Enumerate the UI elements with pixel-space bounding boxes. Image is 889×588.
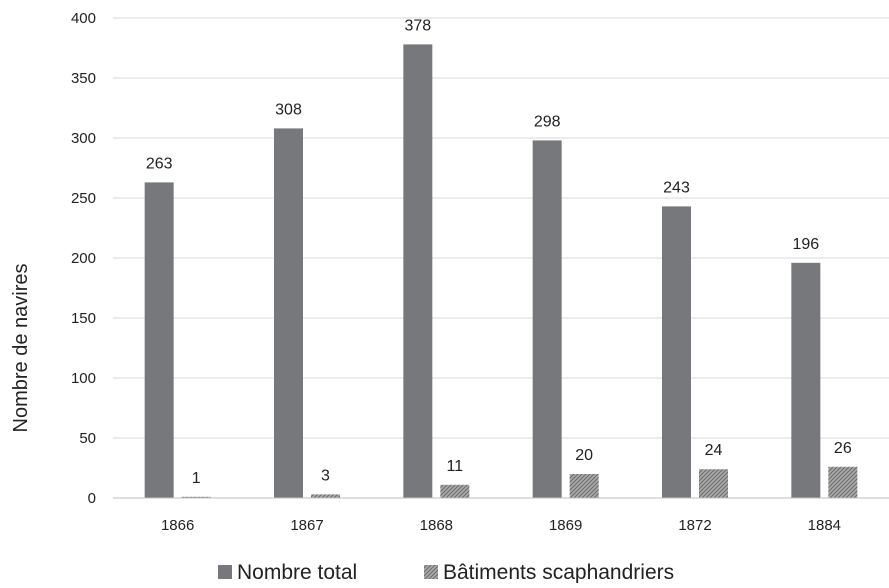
- y-tick-label: 300: [71, 130, 96, 147]
- x-tick-label: 1872: [678, 517, 711, 534]
- y-tick-label: 150: [71, 310, 96, 327]
- bar-nombre-total: [662, 206, 691, 498]
- data-label: 24: [705, 442, 723, 459]
- x-tick-label: 1866: [161, 517, 194, 534]
- bar-batiments-scaphandriers: [181, 496, 211, 498]
- data-label: 308: [275, 101, 302, 118]
- y-tick-label: 50: [79, 430, 96, 447]
- data-label: 196: [792, 236, 819, 253]
- data-label: 243: [663, 179, 690, 196]
- data-label: 1: [192, 470, 201, 487]
- bar-nombre-total: [791, 262, 821, 498]
- data-label: 26: [834, 440, 852, 457]
- bar-batiments-scaphandriers: [828, 466, 858, 498]
- legend-swatch: [218, 565, 232, 579]
- y-tick-label: 250: [71, 190, 96, 207]
- legend-swatch: [424, 565, 438, 579]
- gridlines: [113, 17, 889, 439]
- x-tick-label: 1868: [420, 517, 453, 534]
- x-axis-ticks: 1866 1867 1868 1869 1872 1884: [161, 517, 841, 534]
- legend-label: Bâtiments scaphandriers: [443, 561, 674, 583]
- y-tick-label: 350: [71, 70, 96, 87]
- data-label: 11: [447, 458, 464, 475]
- x-tick-label: 1869: [549, 517, 582, 534]
- y-axis-ticks: 0 50 100 150 200 250 300 350 400: [71, 10, 96, 507]
- bar-nombre-total: [532, 140, 562, 498]
- bar-nombre-total: [403, 44, 433, 499]
- y-tick-label: 400: [71, 10, 96, 27]
- data-labels: 263 1 308 3 378 11 298 20 243 24 196 26: [146, 17, 852, 486]
- bar-batiments-scaphandriers: [699, 469, 728, 498]
- y-axis-title: Nombre de navires: [10, 264, 32, 433]
- data-label: 3: [321, 467, 330, 484]
- data-label: 298: [534, 113, 561, 130]
- y-tick-label: 0: [88, 490, 96, 507]
- bar-batiments-scaphandriers: [440, 484, 470, 498]
- x-tick-label: 1884: [808, 517, 841, 534]
- data-label: 378: [404, 17, 431, 34]
- bar-batiments-scaphandriers: [569, 474, 599, 498]
- bar-nombre-total: [144, 182, 174, 498]
- legend: Nombre total Bâtiments scaphandriers: [218, 561, 674, 584]
- bars: [144, 44, 858, 499]
- y-tick-label: 100: [71, 370, 96, 387]
- bar-nombre-total: [274, 128, 303, 498]
- y-tick-label: 200: [71, 250, 96, 267]
- data-label: 20: [575, 447, 593, 464]
- bar-batiments-scaphandriers: [311, 494, 340, 498]
- data-label: 263: [146, 155, 173, 172]
- x-tick-label: 1867: [290, 517, 323, 534]
- legend-label: Nombre total: [237, 561, 357, 583]
